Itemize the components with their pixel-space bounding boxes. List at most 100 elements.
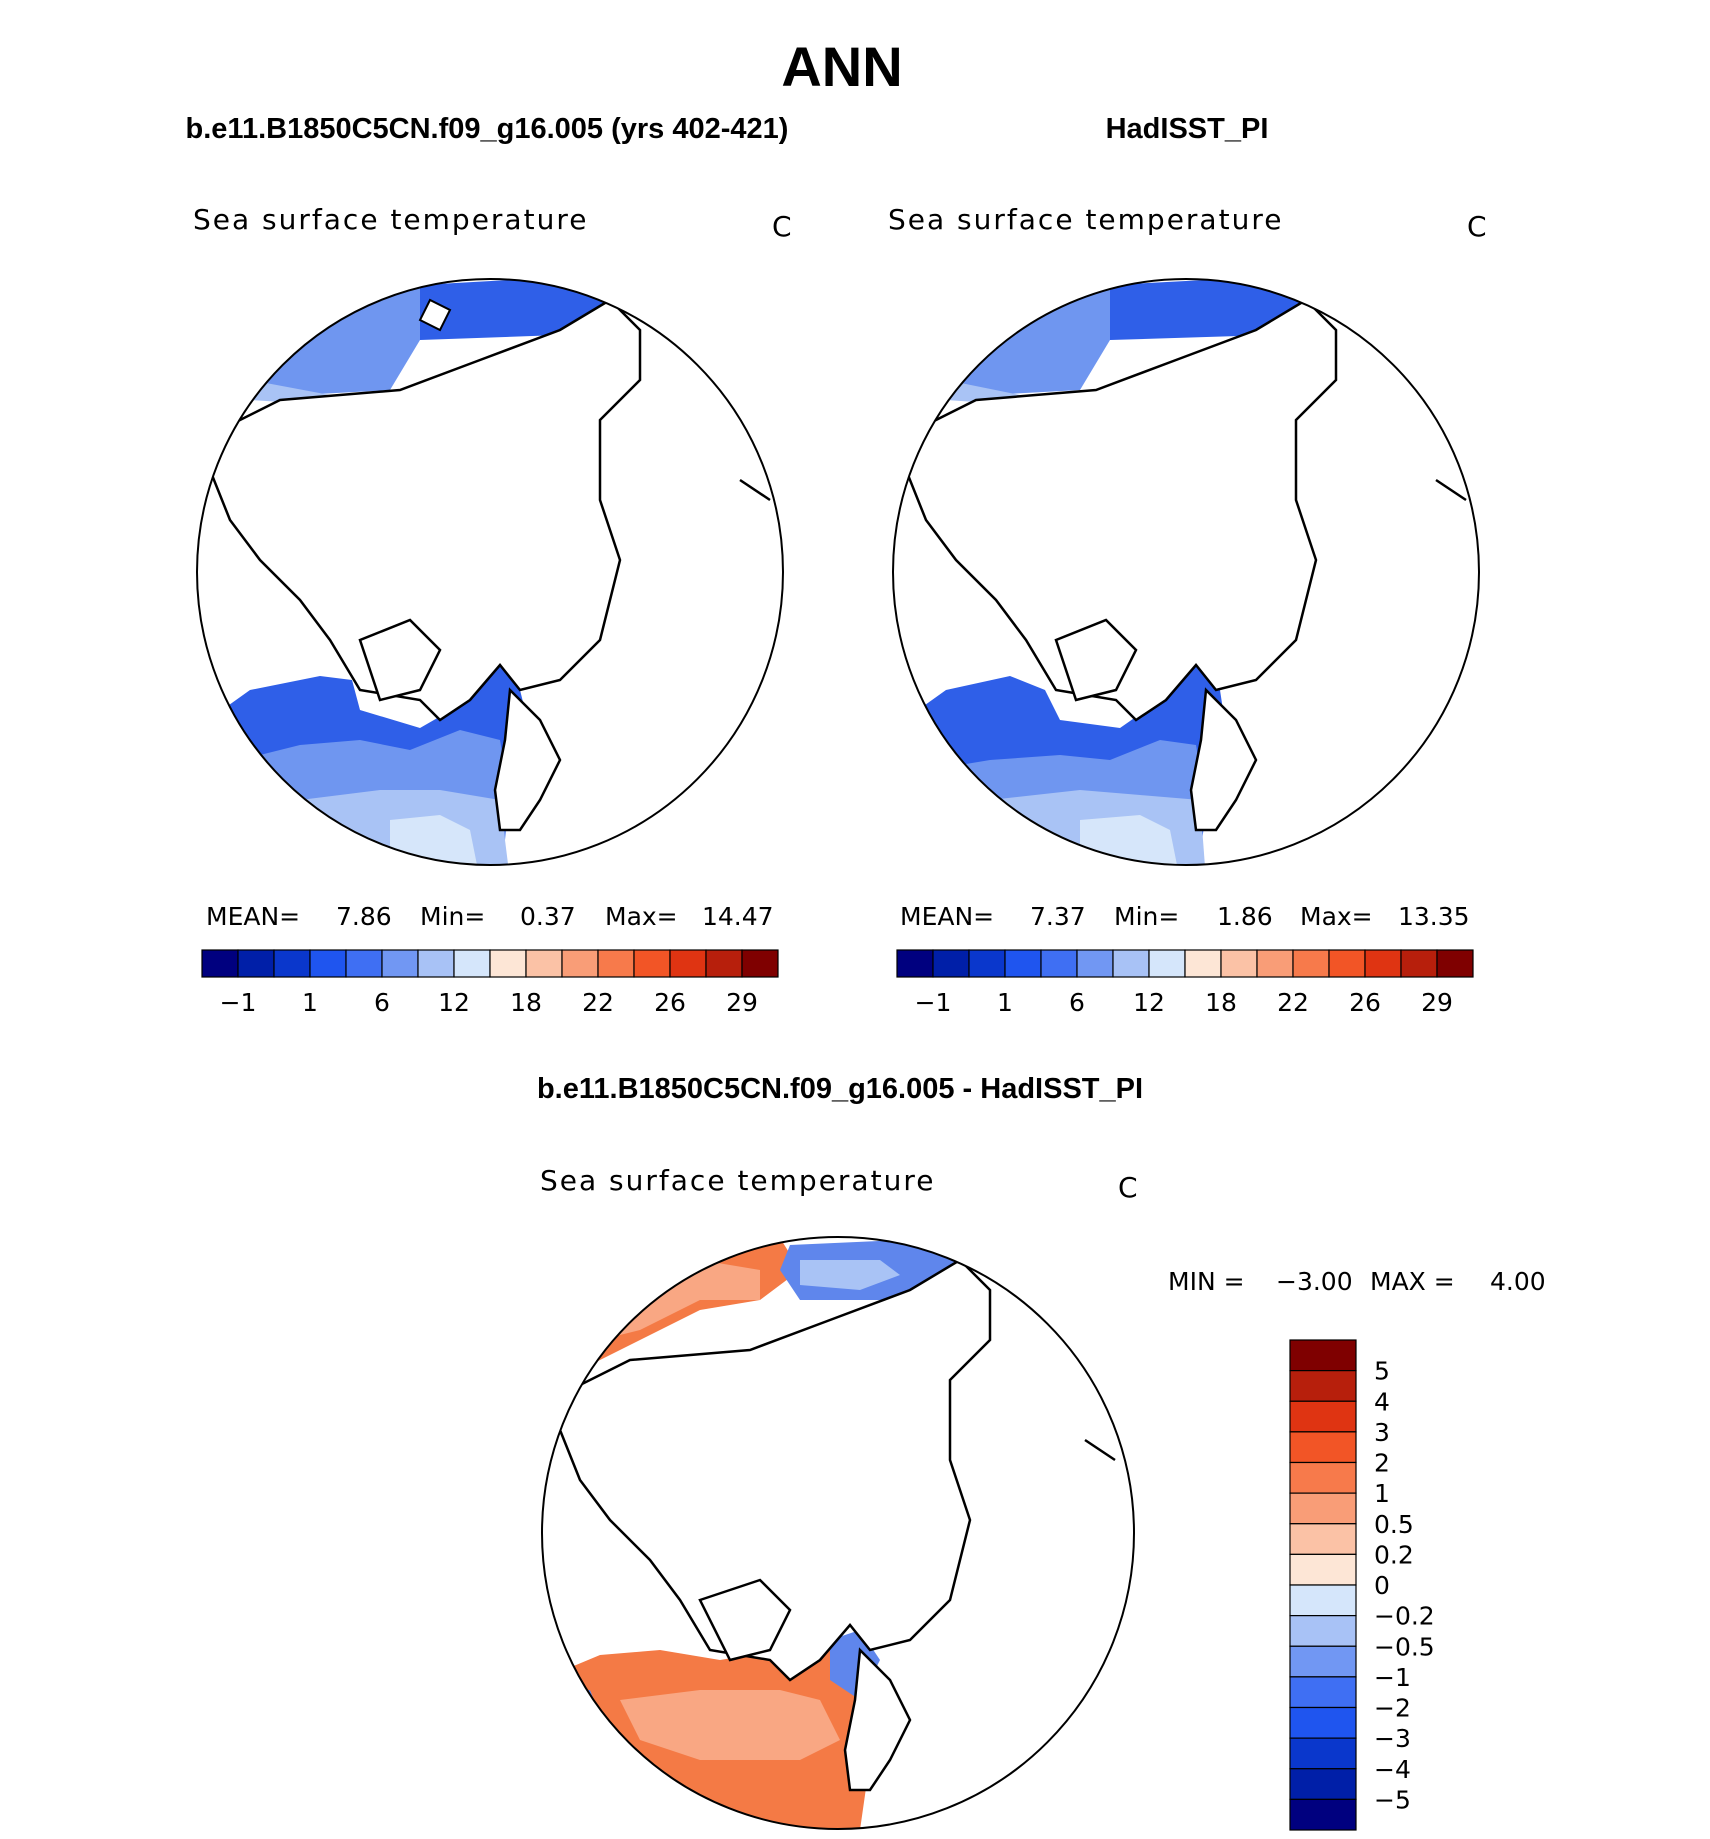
diff-colorbar-swatch xyxy=(1289,1553,1357,1586)
diff-colorbar-swatch xyxy=(1289,1584,1357,1617)
diff-colorbar-swatch xyxy=(1289,1706,1357,1739)
right-colorbar-swatch xyxy=(1076,949,1114,978)
left-colorbar-swatch xyxy=(633,949,671,978)
left-colorbar-tick-label: 22 xyxy=(582,988,614,1017)
left-colorbar-swatch xyxy=(201,949,239,978)
diff-min-value: −3.00 xyxy=(1276,1267,1353,1296)
left-mean-label: MEAN= xyxy=(206,902,300,931)
left-colorbar-tick-label: 1 xyxy=(302,988,318,1017)
diff-colorbar-tick-label: −2 xyxy=(1374,1694,1411,1723)
left-colorbar-swatch xyxy=(417,949,455,978)
right-colorbar-swatch xyxy=(968,949,1006,978)
right-colorbar-tick-label: 29 xyxy=(1421,988,1453,1017)
diff-min-label: MIN = xyxy=(1168,1267,1245,1296)
diff-colorbar-tick-label: −0.5 xyxy=(1374,1632,1435,1661)
diff-colorbar-swatch xyxy=(1289,1615,1357,1647)
left-colorbar-swatch xyxy=(741,949,779,978)
diff-colorbar-swatch xyxy=(1289,1676,1357,1709)
left-colorbar: −1 1 6 12 18 22 26 29 xyxy=(201,949,779,1017)
right-plot-label: Sea surface temperature xyxy=(888,203,1283,236)
right-mean-label: MEAN= xyxy=(900,902,994,931)
left-min-value: 0.37 xyxy=(520,902,576,931)
diff-max-label: MAX = xyxy=(1370,1267,1455,1296)
left-colorbar-swatch xyxy=(453,949,491,978)
left-colorbar-swatch xyxy=(237,949,275,978)
left-colorbar-tick-label: 26 xyxy=(654,988,686,1017)
right-map xyxy=(892,278,1480,866)
diff-colorbar-tick-label: 1 xyxy=(1374,1479,1390,1508)
left-colorbar-swatch xyxy=(525,949,563,978)
right-colorbar-swatch xyxy=(1328,949,1366,978)
diff-colorbar-tick-label: 5 xyxy=(1374,1357,1390,1386)
left-colorbar-swatch xyxy=(705,949,743,978)
right-colorbar-swatch xyxy=(932,949,970,978)
right-colorbar-swatch xyxy=(1220,949,1258,978)
left-colorbar-tick-label: 18 xyxy=(510,988,542,1017)
left-colorbar-swatch xyxy=(561,949,599,978)
diff-panel-title: b.e11.B1850C5CN.f09_g16.005 - HadISST_PI xyxy=(537,1073,1143,1105)
right-max-label: Max= xyxy=(1300,902,1373,931)
diff-colorbar-swatch xyxy=(1289,1798,1357,1831)
left-max-label: Max= xyxy=(605,902,678,931)
left-colorbar-swatch xyxy=(345,949,383,978)
right-colorbar: −1 1 6 12 18 22 26 29 xyxy=(896,949,1474,1017)
right-colorbar-tick-label: 26 xyxy=(1349,988,1381,1017)
right-stats: MEAN= 7.37 Min= 1.86 Max= 13.35 xyxy=(900,902,1470,931)
right-colorbar-swatch xyxy=(896,949,934,978)
left-colorbar-swatch xyxy=(597,949,635,978)
left-panel-title: b.e11.B1850C5CN.f09_g16.005 (yrs 402-421… xyxy=(186,113,789,145)
right-min-value: 1.86 xyxy=(1217,902,1273,931)
diff-colorbar-swatch xyxy=(1289,1339,1357,1372)
diff-colorbar-tick-label: 4 xyxy=(1374,1387,1390,1416)
left-colorbar-tick-label: 12 xyxy=(438,988,470,1017)
diff-colorbar-tick-label: 0.5 xyxy=(1374,1510,1414,1539)
diff-stats: MIN = −3.00 MAX = 4.00 xyxy=(1168,1267,1546,1296)
diff-colorbar-swatch xyxy=(1289,1370,1357,1402)
left-max-value: 14.47 xyxy=(702,902,774,931)
left-colorbar-tick-label: 29 xyxy=(726,988,758,1017)
left-min-label: Min= xyxy=(420,902,485,931)
right-colorbar-swatch xyxy=(1292,949,1330,978)
left-colorbar-swatch xyxy=(381,949,419,978)
right-colorbar-swatch xyxy=(1040,949,1078,978)
diff-colorbar-tick-label: −5 xyxy=(1374,1785,1411,1814)
right-colorbar-swatch xyxy=(1400,949,1438,978)
page-title: ANN xyxy=(781,35,902,98)
left-colorbar-swatch xyxy=(309,949,347,978)
right-colorbar-swatch xyxy=(1112,949,1150,978)
right-colorbar-swatch xyxy=(1148,949,1186,978)
left-plot-label: Sea surface temperature xyxy=(193,203,588,236)
left-units: C xyxy=(772,210,792,243)
diff-colorbar-tick-label: 0.2 xyxy=(1374,1540,1414,1569)
left-mean-value: 7.86 xyxy=(336,902,392,931)
right-colorbar-tick-label: −1 xyxy=(915,988,952,1017)
diff-colorbar-tick-label: −1 xyxy=(1374,1663,1411,1692)
diff-colorbar-swatch xyxy=(1289,1431,1357,1464)
diff-max-value: 4.00 xyxy=(1490,1267,1546,1296)
diff-plot-label: Sea surface temperature xyxy=(540,1164,935,1197)
left-colorbar-swatch xyxy=(489,949,527,978)
right-panel-title: HadISST_PI xyxy=(1106,113,1269,145)
diff-colorbar-swatch xyxy=(1289,1461,1357,1494)
diff-colorbar-swatch xyxy=(1289,1737,1357,1770)
right-colorbar-swatch xyxy=(1436,949,1474,978)
diff-colorbar-tick-label: 0 xyxy=(1374,1571,1390,1600)
diff-units: C xyxy=(1118,1171,1138,1204)
right-colorbar-swatch xyxy=(1256,949,1294,978)
diff-colorbar-tick-label: −3 xyxy=(1374,1724,1411,1753)
diff-colorbar-tick-label: 2 xyxy=(1374,1449,1390,1478)
left-colorbar-tick-label: −1 xyxy=(220,988,257,1017)
diff-colorbar-swatch xyxy=(1289,1400,1357,1433)
right-colorbar-tick-label: 6 xyxy=(1069,988,1085,1017)
right-colorbar-tick-label: 1 xyxy=(997,988,1013,1017)
left-colorbar-tick-label: 6 xyxy=(374,988,390,1017)
right-min-label: Min= xyxy=(1114,902,1179,931)
right-mean-value: 7.37 xyxy=(1030,902,1086,931)
right-colorbar-tick-label: 12 xyxy=(1133,988,1165,1017)
diff-colorbar-swatch xyxy=(1289,1645,1357,1678)
right-colorbar-swatch xyxy=(1364,949,1402,978)
right-colorbar-swatch xyxy=(1004,949,1042,978)
left-colorbar-swatch xyxy=(669,949,707,978)
